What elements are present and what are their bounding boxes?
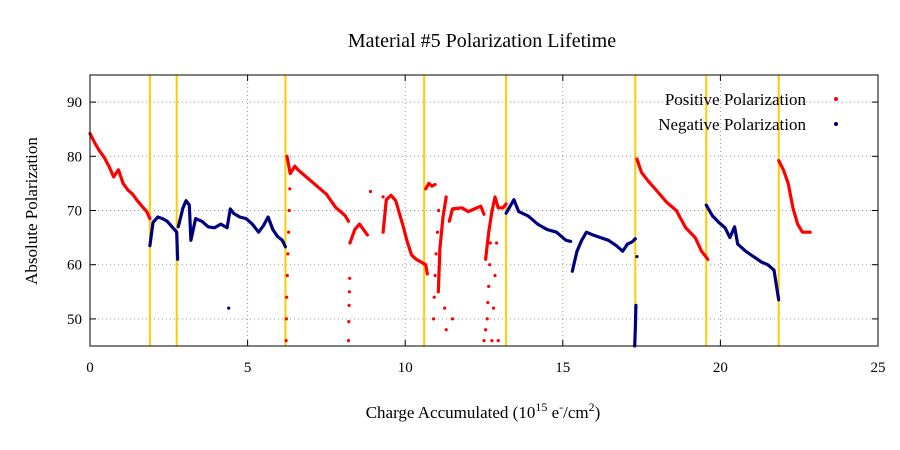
data-point [286, 252, 290, 256]
legend: Positive Polarization Negative Polarizat… [658, 90, 838, 134]
x-tick-label: 20 [713, 360, 728, 376]
data-point [493, 273, 497, 278]
legend-swatch-negative [834, 122, 838, 126]
series-trace [704, 203, 781, 302]
data-point [443, 306, 447, 310]
y-tick-label: 70 [67, 204, 82, 220]
data-point [287, 230, 291, 234]
data-point [368, 189, 373, 194]
x-tick-label: 25 [871, 360, 886, 376]
x-tick-label: 0 [86, 360, 94, 376]
data-point [284, 339, 288, 343]
data-point [288, 187, 292, 191]
y-tick-label: 60 [67, 258, 82, 274]
data-point [348, 276, 352, 280]
data-point [381, 195, 385, 199]
data-point [490, 339, 494, 343]
legend-swatch-positive [834, 97, 838, 101]
series-negative [148, 198, 781, 348]
y-axis-label: Absolute Polarization [22, 137, 41, 285]
data-point [285, 295, 289, 299]
data-point [635, 255, 639, 259]
x-tick-label: 10 [398, 360, 413, 376]
series-trace [504, 198, 573, 243]
data-point [347, 320, 351, 324]
data-point [435, 230, 439, 234]
series-trace [348, 222, 369, 245]
y-tick-label: 90 [67, 95, 82, 111]
data-point [487, 284, 491, 288]
data-point [432, 295, 436, 299]
data-point [482, 339, 486, 343]
axis-ticks: 50 60 70 80 90 0 5 10 15 20 25 [67, 75, 886, 376]
data-point [434, 252, 438, 256]
data-point [444, 328, 448, 332]
data-point [496, 339, 500, 343]
legend-label-positive: Positive Polarization [665, 90, 807, 109]
data-point [285, 273, 289, 278]
data-point [495, 241, 499, 245]
legend-label-negative: Negative Polarization [658, 115, 806, 134]
series-trace [148, 215, 180, 261]
data-point [347, 290, 351, 294]
data-point [488, 263, 492, 267]
data-point [227, 306, 231, 310]
series-trace [88, 131, 152, 221]
data-point [284, 317, 288, 321]
series-trace [633, 303, 638, 348]
data-point [484, 328, 488, 332]
series-trace [484, 195, 508, 261]
series-trace [635, 157, 710, 261]
series-trace [570, 230, 637, 273]
data-point [488, 241, 492, 245]
grid [90, 75, 878, 346]
series-trace [424, 181, 437, 191]
data-point [433, 273, 437, 278]
series-trace [436, 195, 448, 294]
data-point [287, 208, 291, 213]
y-tick-label: 80 [67, 149, 82, 165]
data-point [486, 301, 490, 305]
series-trace [381, 193, 429, 276]
x-tick-label: 5 [244, 360, 252, 376]
y-tick-label: 50 [67, 312, 82, 328]
data-point [437, 208, 441, 213]
data-series [88, 131, 812, 348]
x-axis-label: Charge Accumulated (1015 e-/cm2) [366, 400, 601, 422]
x-tick-label: 15 [555, 360, 570, 376]
data-point [491, 306, 496, 310]
series-trace [176, 199, 287, 249]
series-positive [88, 131, 812, 343]
data-point [485, 317, 489, 321]
series-trace [447, 204, 486, 223]
data-point [346, 339, 351, 343]
series-trace [285, 154, 351, 223]
data-point [450, 317, 455, 321]
data-point [347, 303, 351, 307]
data-point [432, 317, 436, 321]
chart-title: Material #5 Polarization Lifetime [348, 30, 616, 52]
series-trace [777, 159, 812, 234]
